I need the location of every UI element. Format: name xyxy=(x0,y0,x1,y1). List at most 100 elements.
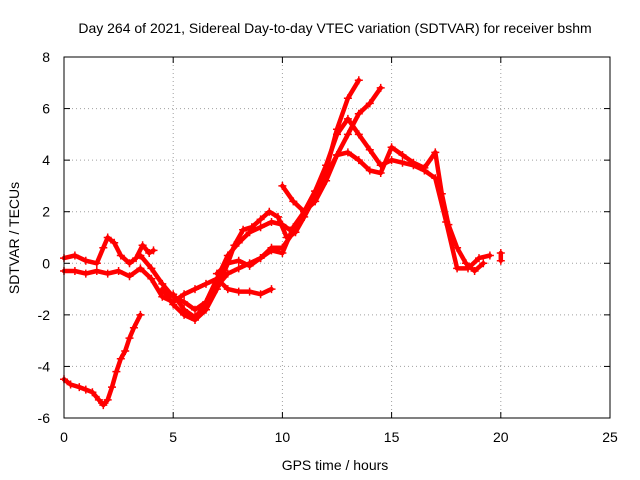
x-tick-label: 5 xyxy=(169,429,177,445)
data-point xyxy=(461,259,470,268)
data-point xyxy=(354,130,363,139)
data-point xyxy=(420,163,429,172)
data-point xyxy=(343,94,352,103)
data-point xyxy=(289,197,298,206)
data-point xyxy=(169,290,178,299)
data-point xyxy=(496,249,505,257)
data-point xyxy=(223,269,232,278)
y-tick-label: 6 xyxy=(42,101,50,117)
data-point xyxy=(116,354,125,363)
data-point xyxy=(479,259,488,268)
data-point xyxy=(75,383,84,392)
data-point xyxy=(125,272,134,281)
data-point xyxy=(409,158,418,167)
data-point xyxy=(99,243,108,252)
data-point xyxy=(267,285,276,294)
data-point xyxy=(354,156,363,165)
data-point xyxy=(256,254,265,263)
data-point xyxy=(70,251,79,260)
data-point xyxy=(322,176,331,185)
data-point xyxy=(191,285,199,294)
data-point xyxy=(136,310,145,319)
data-point xyxy=(191,305,199,314)
data-point xyxy=(247,223,256,232)
data-point xyxy=(256,290,265,299)
data-point xyxy=(103,269,112,278)
data-point xyxy=(311,187,320,196)
data-point xyxy=(278,181,287,190)
x-tick-label: 15 xyxy=(384,429,400,445)
series-line xyxy=(61,312,143,408)
data-point xyxy=(121,347,130,355)
data-point xyxy=(223,259,232,268)
data-point xyxy=(398,158,407,167)
data-point xyxy=(267,218,276,226)
y-tick-label: 8 xyxy=(42,49,50,65)
data-point xyxy=(256,215,265,224)
series-track-9 xyxy=(496,249,505,265)
y-tick-label: -2 xyxy=(38,307,51,323)
data-point xyxy=(92,259,101,268)
data-point xyxy=(274,212,282,221)
data-point xyxy=(239,225,248,234)
data-point xyxy=(212,269,221,278)
series-track-5 xyxy=(158,76,363,324)
data-point xyxy=(234,287,243,296)
series-track-8 xyxy=(278,143,488,275)
data-point xyxy=(343,130,352,139)
data-point xyxy=(437,189,446,198)
data-point xyxy=(365,99,374,108)
data-point xyxy=(103,233,112,242)
data-point xyxy=(311,197,320,206)
data-point xyxy=(496,256,505,265)
chart-title: Day 264 of 2021, Sidereal Day-to-day VTE… xyxy=(78,20,591,36)
y-axis-label: SDTVAR / TECUs xyxy=(6,182,22,294)
data-point xyxy=(129,323,138,332)
data-point xyxy=(66,380,75,389)
data-point xyxy=(365,145,374,154)
data-point xyxy=(108,383,116,392)
data-point xyxy=(169,300,178,309)
data-point xyxy=(230,241,239,250)
data-point xyxy=(180,290,189,299)
y-tick-label: -4 xyxy=(38,358,51,374)
x-tick-label: 10 xyxy=(275,429,291,445)
x-tick-label: 25 xyxy=(602,429,618,445)
data-point xyxy=(376,169,385,177)
data-point xyxy=(387,156,396,165)
data-point xyxy=(300,207,309,216)
data-point xyxy=(444,220,453,229)
data-point xyxy=(354,109,363,118)
data-point xyxy=(136,264,145,273)
data-point xyxy=(387,143,396,152)
data-point xyxy=(453,264,462,273)
series-track-4 xyxy=(136,218,298,314)
data-point xyxy=(103,395,112,404)
data-point xyxy=(94,395,103,404)
data-point xyxy=(245,261,254,270)
data-point xyxy=(116,251,125,260)
data-point xyxy=(191,313,199,322)
data-point xyxy=(256,223,265,232)
data-point xyxy=(145,249,154,257)
data-point xyxy=(138,241,147,250)
data-point xyxy=(343,148,352,157)
data-point xyxy=(333,151,341,159)
series-track-2 xyxy=(60,233,158,268)
data-point xyxy=(398,151,407,159)
y-tick-label: 4 xyxy=(42,152,50,168)
data-point xyxy=(114,267,123,275)
data-point xyxy=(223,285,232,294)
data-point xyxy=(92,267,101,275)
series-track-1 xyxy=(60,310,145,410)
data-point xyxy=(202,300,210,309)
plot-frame xyxy=(63,56,611,419)
series-line xyxy=(170,85,383,320)
data-point xyxy=(110,238,119,247)
data-point xyxy=(70,267,79,275)
data-point xyxy=(333,130,341,139)
data-point xyxy=(125,334,134,343)
y-tick-label: 0 xyxy=(42,255,50,271)
data-series xyxy=(60,76,505,410)
data-point xyxy=(289,223,298,232)
